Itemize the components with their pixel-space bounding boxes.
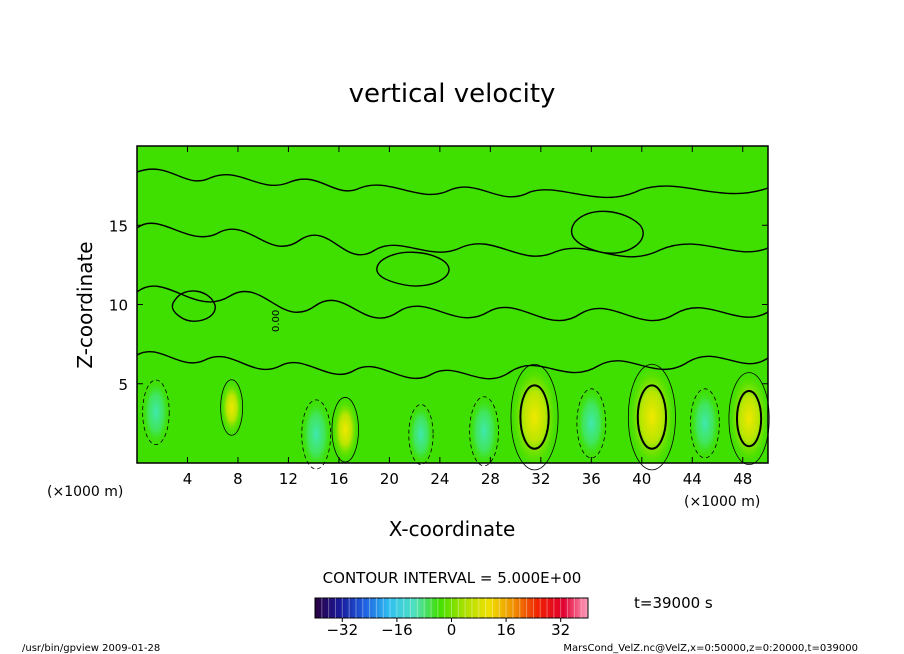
downdraft-area <box>141 378 170 447</box>
x-unit-left: (×1000 m) <box>47 484 123 500</box>
contour-ring <box>519 384 550 450</box>
downdraft-area <box>301 398 332 463</box>
contour-line <box>137 285 768 322</box>
x-tick-label: 40 <box>632 470 651 488</box>
x-tick-label: 12 <box>279 470 298 488</box>
contour-ring <box>636 384 668 450</box>
x-tick-label: 48 <box>733 470 752 488</box>
updraft-area <box>627 361 677 463</box>
colorbar-ticks: −32 −16 0 16 32 <box>326 618 570 639</box>
contour-ring <box>142 379 170 445</box>
downdraft-area <box>689 386 721 460</box>
contour-ring <box>220 379 244 436</box>
contour-ring <box>728 372 770 465</box>
y-tick-label: 5 <box>118 376 128 394</box>
y-axis: 5 10 15 <box>109 217 768 394</box>
contour-ring <box>408 404 434 465</box>
x-tick-label: 8 <box>233 470 243 488</box>
colorbar-tick-label: 32 <box>551 621 570 639</box>
x-tick-label: 16 <box>329 470 348 488</box>
contour-ring <box>576 388 607 459</box>
downdraft-area <box>468 394 500 463</box>
colorbar-tick-label: 16 <box>497 621 516 639</box>
colorbar-stripes <box>321 598 582 618</box>
x-tick-label: 24 <box>430 470 449 488</box>
contour-line <box>137 168 768 199</box>
y-tick-label: 15 <box>109 217 128 235</box>
colorbar-tick-label: −16 <box>381 621 413 639</box>
time-label: t=39000 s <box>634 594 713 612</box>
updraft-area <box>220 378 244 437</box>
x-axis-label: X-coordinate <box>389 517 516 541</box>
contour-interval-text: CONTOUR INTERVAL = 5.000E+00 <box>323 569 582 587</box>
contour-lines <box>137 168 768 380</box>
x-tick-label: 32 <box>531 470 550 488</box>
contour-ring <box>690 388 720 459</box>
contour-ring <box>627 363 676 471</box>
downdraft-area <box>408 402 434 463</box>
contour-zero-label: 0.00 <box>271 310 282 332</box>
x-tick-label: 20 <box>380 470 399 488</box>
contour-ring <box>510 363 559 471</box>
contour-line <box>137 222 768 258</box>
colorbar-tick-label: −32 <box>326 621 358 639</box>
y-tick-label: 10 <box>109 297 128 315</box>
x-unit-right: (×1000 m) <box>684 494 760 510</box>
contour-ring <box>331 397 359 463</box>
contour-ring <box>301 399 332 470</box>
velocity-features <box>141 361 768 463</box>
contour-line <box>171 290 216 322</box>
footer-right: MarsCond_VelZ.nc@VelZ,x=0:50000,z=0:2000… <box>563 643 858 654</box>
updraft-area <box>331 395 360 463</box>
downdraft-area <box>576 386 607 460</box>
x-tick-label: 28 <box>481 470 500 488</box>
x-tick-label: 36 <box>582 470 601 488</box>
contour-line <box>570 210 644 254</box>
updraft-area <box>509 361 560 463</box>
contour-line <box>376 251 450 287</box>
y-axis-label: Z-coordinate <box>73 241 97 368</box>
footer-left: /usr/bin/gpview 2009-01-28 <box>22 643 160 654</box>
contour-blobs <box>142 363 770 471</box>
chart-title: vertical velocity <box>349 79 556 109</box>
contour-ring <box>469 396 499 467</box>
contour-ring <box>735 390 763 448</box>
colorbar: −32 −16 0 16 32 <box>314 597 589 639</box>
x-axis: 4 8 12 16 20 24 28 32 36 40 44 48 <box>183 146 752 488</box>
contour-line <box>137 350 768 380</box>
x-tick-label: 4 <box>183 470 193 488</box>
x-tick-label: 44 <box>683 470 702 488</box>
colorbar-tick-label: 0 <box>447 621 457 639</box>
plot-area: 0.00 <box>136 145 770 471</box>
updraft-area <box>727 370 768 463</box>
